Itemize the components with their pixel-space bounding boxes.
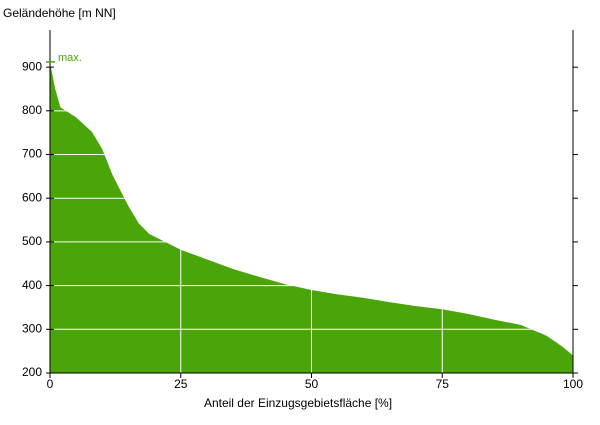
x-tick-label: 75 xyxy=(436,377,450,391)
x-tick-label: 0 xyxy=(47,377,54,391)
y-tick-label: 900 xyxy=(22,59,42,73)
y-tick-label: 500 xyxy=(22,234,42,248)
y-tick-label: 600 xyxy=(22,190,42,204)
y-tick-label: 200 xyxy=(22,365,42,379)
max-label: max. xyxy=(58,52,82,64)
x-tick-label: 100 xyxy=(563,377,583,391)
y-tick-label: 700 xyxy=(22,147,42,161)
chart-title: Geländehöhe [m NN] xyxy=(3,6,116,20)
y-tick-label: 300 xyxy=(22,321,42,335)
x-axis-label: Anteil der Einzugsgebietsfläche [%] xyxy=(204,396,392,410)
y-tick-label: 800 xyxy=(22,103,42,117)
y-tick-label: 400 xyxy=(22,278,42,292)
x-tick-label: 50 xyxy=(305,377,319,391)
x-tick-label: 25 xyxy=(174,377,188,391)
